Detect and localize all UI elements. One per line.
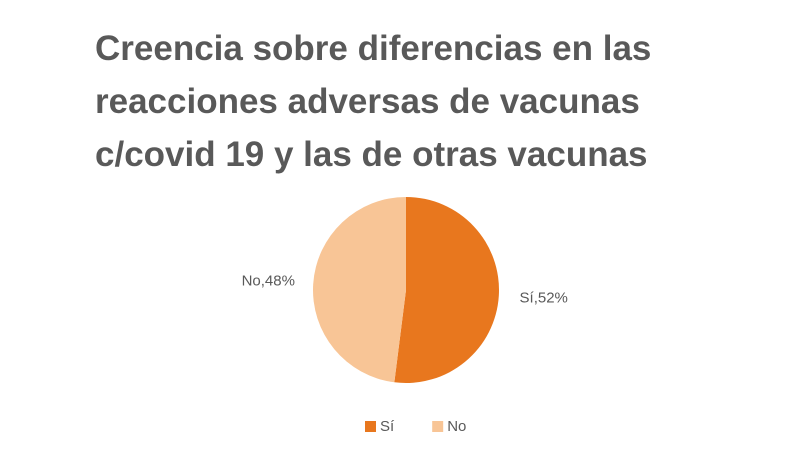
pie-slice — [394, 197, 500, 383]
legend-swatch — [365, 421, 376, 432]
data-label: No,48% — [242, 272, 295, 289]
data-label: Sí,52% — [520, 290, 568, 307]
chart-title: Creencia sobre diferencias en las reacci… — [95, 29, 652, 174]
legend-swatch — [432, 421, 444, 432]
legend-label: No — [447, 418, 466, 435]
legend-label: Sí — [380, 418, 395, 435]
pie-slice — [313, 197, 406, 383]
